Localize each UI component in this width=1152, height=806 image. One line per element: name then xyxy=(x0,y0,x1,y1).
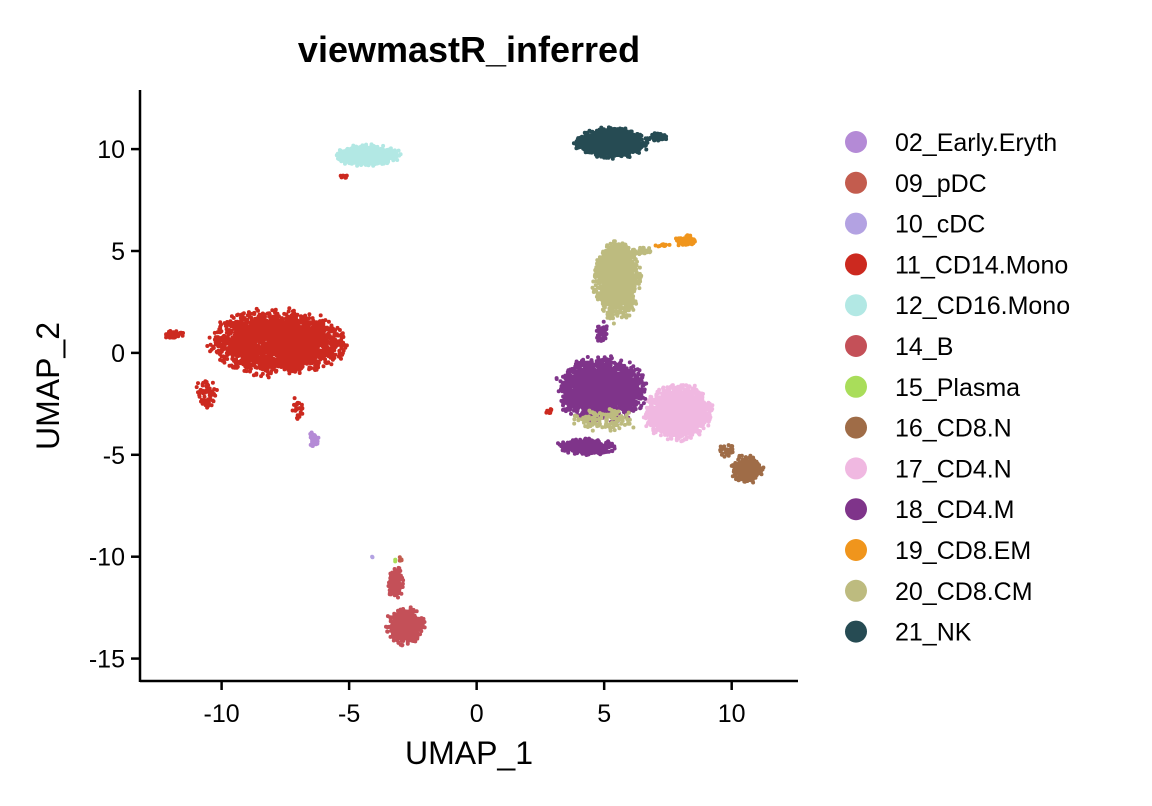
legend: 02_Early.Eryth 09_pDC 10_cDC 11_CD14.Mono 12… xyxy=(845,129,1070,647)
legend-label: 15_Plasma xyxy=(895,374,1020,402)
series-points-4 xyxy=(334,142,403,168)
legend-swatch xyxy=(845,620,867,643)
x-tick-label: -5 xyxy=(338,700,360,728)
legend-label: 19_CD8.EM xyxy=(895,537,1031,565)
legend-item: 20_CD8.CM xyxy=(845,578,1033,606)
legend-swatch xyxy=(845,579,867,602)
legend-swatch xyxy=(845,171,867,194)
legend-item: 18_CD4.M xyxy=(845,496,1015,524)
legend-label: 11_CD14.Mono xyxy=(895,251,1068,279)
legend-swatch xyxy=(845,294,867,317)
x-tick-label: 10 xyxy=(718,700,746,728)
legend-item: 19_CD8.EM xyxy=(845,537,1031,565)
legend-label: 17_CD4.N xyxy=(895,455,1012,483)
y-tick-label: 5 xyxy=(111,238,125,266)
legend-label: 10_cDC xyxy=(895,211,985,239)
legend-label: 12_CD16.Mono xyxy=(895,292,1070,320)
legend-label: 21_NK xyxy=(895,619,972,647)
legend-item: 11_CD14.Mono xyxy=(845,251,1068,279)
series-points-3 xyxy=(164,173,554,421)
legend-item: 02_Early.Eryth xyxy=(845,129,1057,157)
legend-swatch xyxy=(845,131,867,153)
legend-label: 02_Early.Eryth xyxy=(895,129,1057,157)
legend-swatch xyxy=(845,335,867,357)
legend-swatch xyxy=(845,457,867,480)
legend-item: 09_pDC xyxy=(845,170,987,198)
y-tick-label: 0 xyxy=(111,340,125,368)
x-tick-label: 0 xyxy=(470,700,484,728)
series-points-1 xyxy=(397,555,404,563)
legend-item: 10_cDC xyxy=(845,211,985,239)
series-points-9 xyxy=(554,319,649,457)
legend-label: 18_CD4.M xyxy=(895,496,1015,524)
y-tick-label: -5 xyxy=(103,442,125,470)
legend-item: 21_NK xyxy=(845,619,972,647)
series-points-11 xyxy=(572,239,653,433)
legend-item: 15_Plasma xyxy=(845,374,1020,402)
legend-label: 14_B xyxy=(895,333,953,361)
legend-swatch xyxy=(845,375,867,398)
series-points-12 xyxy=(571,125,669,161)
y-tick-label: -10 xyxy=(89,544,125,572)
legend-item: 17_CD4.N xyxy=(845,455,1012,483)
x-tick-label: -10 xyxy=(204,700,240,728)
legend-swatch xyxy=(845,212,867,235)
series-points-7 xyxy=(718,443,766,485)
y-tick-label: 10 xyxy=(97,136,125,164)
y-axis-title: UMAP_2 xyxy=(30,322,66,450)
legend-swatch xyxy=(845,539,867,561)
legend-swatch xyxy=(845,416,867,439)
legend-item: 14_B xyxy=(845,333,953,361)
x-tick-label: 5 xyxy=(597,700,611,728)
chart-title: viewmastR_inferred xyxy=(298,29,640,70)
legend-item: 12_CD16.Mono xyxy=(845,292,1070,320)
series-points-8 xyxy=(641,383,715,444)
x-axis-title: UMAP_1 xyxy=(405,735,533,771)
x-axis-ticks: -10 -5 0 5 10 xyxy=(204,681,746,728)
legend-label: 16_CD8.N xyxy=(895,415,1012,443)
scatter-points xyxy=(164,125,766,648)
y-tick-label: -15 xyxy=(89,646,125,674)
legend-item: 16_CD8.N xyxy=(845,415,1012,443)
series-points-5 xyxy=(384,565,427,648)
legend-label: 20_CD8.CM xyxy=(895,578,1033,606)
legend-swatch xyxy=(845,253,867,276)
series-points-0 xyxy=(308,430,321,448)
series-points-10 xyxy=(653,233,697,249)
y-axis-ticks: -15 -10 -5 0 5 10 xyxy=(89,136,140,674)
legend-swatch xyxy=(845,498,867,521)
legend-label: 09_pDC xyxy=(895,170,987,198)
